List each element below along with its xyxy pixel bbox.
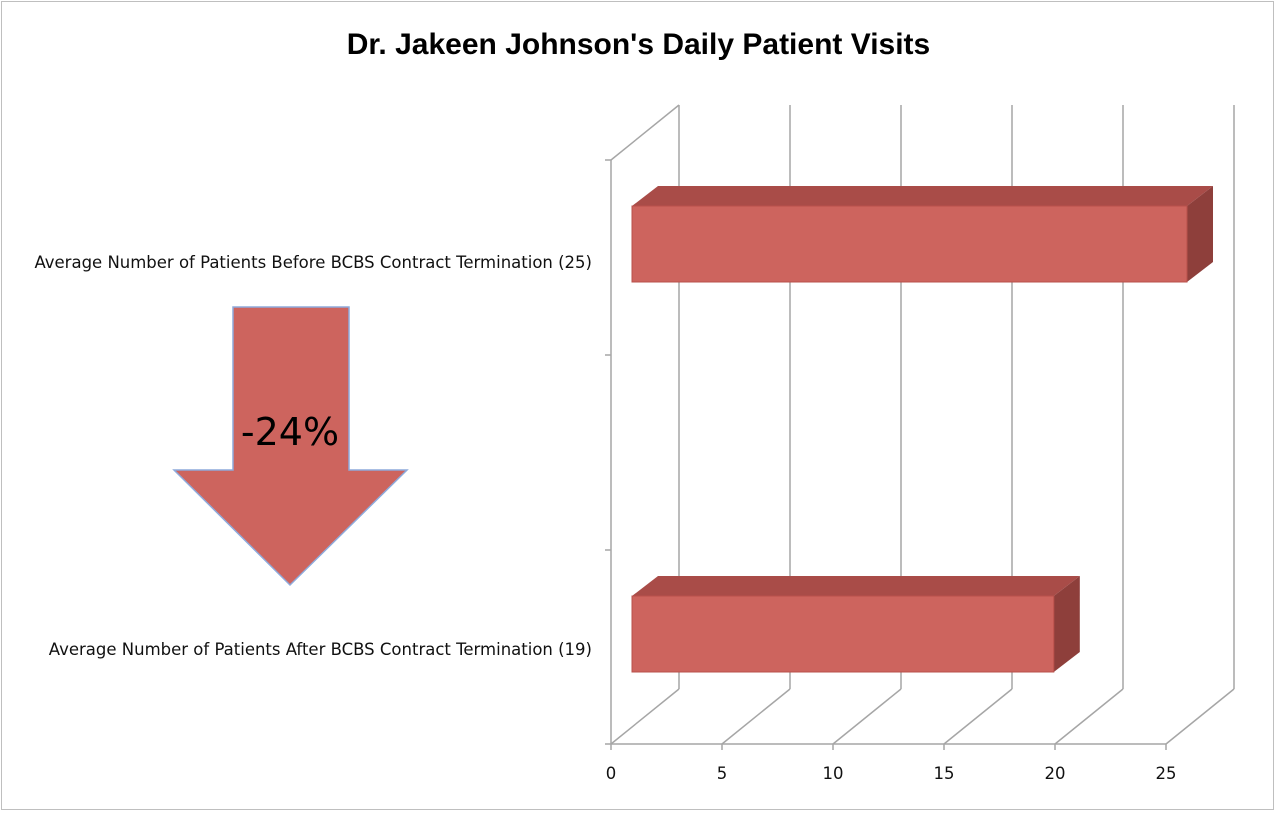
- bar-1: [631, 576, 1080, 673]
- floor-gridline: [721, 688, 791, 745]
- x-tick-label: 5: [717, 764, 728, 783]
- bar-side-face: [1187, 186, 1213, 282]
- floor-gridline: [1054, 688, 1124, 745]
- chart-title: Dr. Jakeen Johnson's Daily Patient Visit…: [346, 28, 931, 61]
- x-tick-label: 20: [1045, 764, 1066, 783]
- bars-layer: [631, 186, 1213, 673]
- floor-gridline: [832, 688, 902, 745]
- floor-gridline: [943, 688, 1013, 745]
- x-tick-label: 10: [823, 764, 844, 783]
- bar-0: [631, 186, 1213, 283]
- x-tick-label: 15: [934, 764, 955, 783]
- floor-gridline: [610, 688, 680, 745]
- category-label-after: Average Number of Patients After BCBS Co…: [48, 640, 592, 659]
- ticks-layer: 0 5 10 15 20 25: [606, 764, 1177, 783]
- bar-top-face: [632, 186, 1213, 206]
- floor-gridline: [1165, 688, 1235, 745]
- bar-front-face: [631, 595, 1055, 673]
- left-wall-top-edge: [610, 104, 680, 161]
- bar-side-face: [1053, 576, 1080, 672]
- bar-front-face: [631, 205, 1188, 283]
- category-label-before: Average Number of Patients Before BCBS C…: [34, 253, 592, 272]
- percent-change-label: -24%: [240, 410, 340, 454]
- down-arrow-shape: [172, 306, 409, 587]
- down-arrow-body: [172, 306, 409, 587]
- x-tick-label: 0: [606, 764, 617, 783]
- x-tick-label: 25: [1156, 764, 1177, 783]
- bar-top-face: [632, 576, 1080, 596]
